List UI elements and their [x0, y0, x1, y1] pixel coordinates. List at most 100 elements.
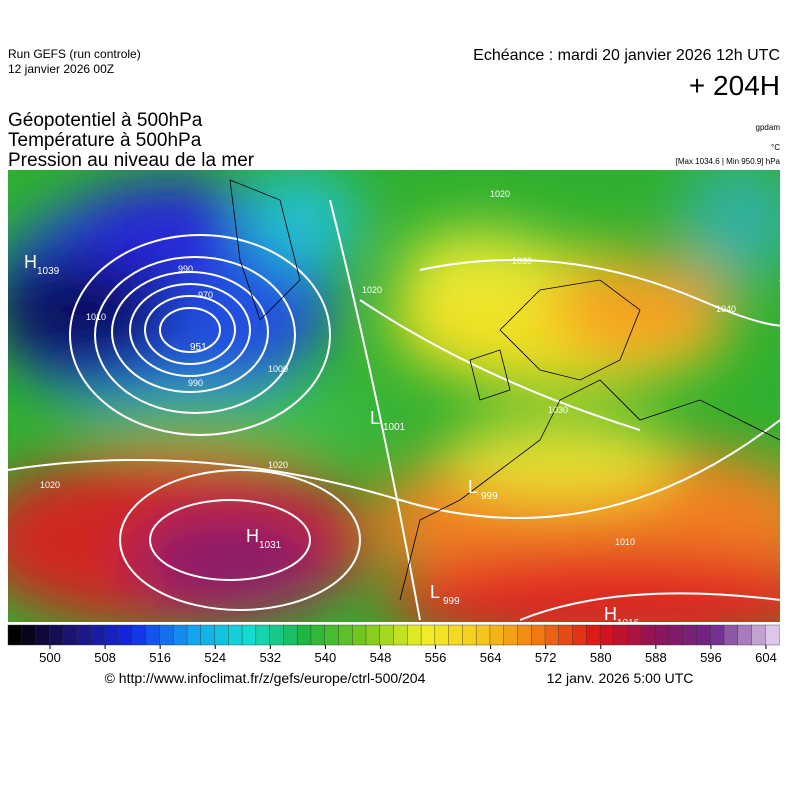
colorbar-swatch	[710, 624, 725, 646]
unit-label: gpdam	[756, 123, 781, 132]
colorbar-swatch	[283, 624, 298, 646]
colorbar-swatch	[241, 624, 257, 646]
colorbar-swatch	[49, 624, 64, 646]
field-name: Température à 500hPa	[8, 130, 202, 151]
colorbar-swatch	[269, 624, 284, 646]
colorbar-swatch	[352, 624, 367, 646]
center-kind: H	[24, 252, 37, 272]
run-date: 12 janvier 2026 00Z	[8, 62, 114, 76]
colorbar-swatch	[599, 624, 615, 646]
colorbar-swatch	[104, 624, 119, 646]
valid-time: Echéance : mardi 20 janvier 2026 12h UTC	[473, 47, 780, 64]
center-value: 1001	[383, 422, 406, 433]
colorbar-swatch	[558, 624, 574, 646]
colorbar-swatch	[214, 624, 229, 646]
colorbar-tick-label: 564	[480, 650, 502, 665]
colorbar-swatch	[228, 624, 243, 646]
contour-label: 1020	[40, 480, 60, 490]
colorbar-swatch	[338, 624, 353, 646]
colorbar-swatch	[365, 624, 381, 646]
colorbar-swatch	[379, 624, 395, 646]
contour-label: 1020	[268, 460, 288, 470]
colorbar-swatch	[448, 624, 463, 646]
colorbar-swatch	[296, 624, 312, 646]
colorbar-swatch	[723, 624, 739, 646]
center-value: 999	[443, 596, 460, 607]
colorbar-swatch	[434, 624, 450, 646]
colorbar-swatch	[641, 624, 656, 646]
contour-label: 1020	[362, 285, 382, 295]
field-name: Pression au niveau de la mer	[8, 150, 255, 171]
unit-label: [Max 1034.6 | Min 950.9] hPa	[676, 157, 781, 166]
colorbar-swatch	[21, 624, 37, 646]
colorbar-swatch	[35, 624, 50, 646]
issued-time: 12 janv. 2026 5:00 UTC	[547, 670, 694, 686]
colorbar-swatch	[627, 624, 642, 646]
center-kind: L	[430, 582, 440, 602]
colorbar-swatch	[407, 624, 422, 646]
colorbar-swatch	[145, 624, 160, 646]
colorbar-swatch	[517, 624, 532, 646]
lead-time: + 204H	[689, 70, 780, 101]
colorbar-tick-label: 588	[645, 650, 667, 665]
center-kind: H	[604, 604, 617, 624]
colorbar-swatch	[696, 624, 711, 646]
colorbar: 500 508 516 524 532 540 548 556 564 572 580 588 596 6…	[7, 624, 780, 665]
colorbar-swatch	[200, 624, 216, 646]
contour-label: 990	[178, 264, 193, 274]
colorbar-tick-label: 532	[259, 650, 281, 665]
unit-label: °C	[771, 143, 780, 152]
run-label: Run GEFS (run controle)	[8, 47, 141, 61]
colorbar-tick-label: 548	[370, 650, 392, 665]
colorbar-tick-label: 604	[755, 650, 777, 665]
source-link: © http://www.infoclimat.fr/z/gefs/europe…	[105, 670, 426, 686]
colorbar-swatch	[586, 624, 601, 646]
colorbar-swatch	[7, 624, 23, 646]
colorbar-swatch	[76, 624, 92, 646]
colorbar-swatch	[255, 624, 271, 646]
colorbar-swatch	[613, 624, 629, 646]
colorbar-swatch	[668, 624, 684, 646]
colorbar-swatch	[737, 624, 753, 646]
colorbar-swatch	[420, 624, 436, 646]
colorbar-swatch	[654, 624, 670, 646]
colorbar-swatch	[682, 624, 697, 646]
colorbar-tick-label: 596	[700, 650, 722, 665]
contour-label: 1010	[86, 312, 106, 322]
colorbar-swatch	[544, 624, 560, 646]
colorbar-swatch	[751, 624, 766, 646]
field-name: Géopotentiel à 500hPa	[8, 110, 203, 131]
colorbar-swatch	[90, 624, 105, 646]
colorbar-swatch	[62, 624, 78, 646]
colorbar-tick-label: 524	[204, 650, 226, 665]
colorbar-swatch	[173, 624, 188, 646]
colorbar-swatch	[475, 624, 491, 646]
colorbar-swatch	[186, 624, 202, 646]
colorbar-swatch	[765, 624, 780, 646]
colorbar-swatch	[503, 624, 518, 646]
colorbar-swatch	[324, 624, 339, 646]
contour-label: 970	[198, 290, 213, 300]
colorbar-swatch	[462, 624, 477, 646]
colorbar-swatch	[117, 624, 133, 646]
center-value: 1031	[259, 540, 282, 551]
colorbar-swatch	[310, 624, 326, 646]
colorbar-swatch	[131, 624, 147, 646]
contour-label: 1040	[716, 304, 736, 314]
center-kind: L	[468, 477, 478, 497]
contour-label: 1000	[268, 364, 288, 374]
colorbar-tick-label: 580	[590, 650, 612, 665]
colorbar-tick-label: 508	[94, 650, 116, 665]
center-kind: H	[246, 526, 259, 546]
center-value: 1039	[37, 266, 60, 277]
center-kind: L	[370, 408, 380, 428]
low-value: 951	[190, 342, 207, 353]
colorbar-swatch	[489, 624, 505, 646]
colorbar-tick-label: 500	[39, 650, 61, 665]
map	[8, 170, 780, 622]
contour-label: 1030	[512, 256, 532, 266]
colorbar-swatch	[531, 624, 546, 646]
contour-label: 990	[188, 378, 203, 388]
colorbar-tick-label: 572	[535, 650, 557, 665]
